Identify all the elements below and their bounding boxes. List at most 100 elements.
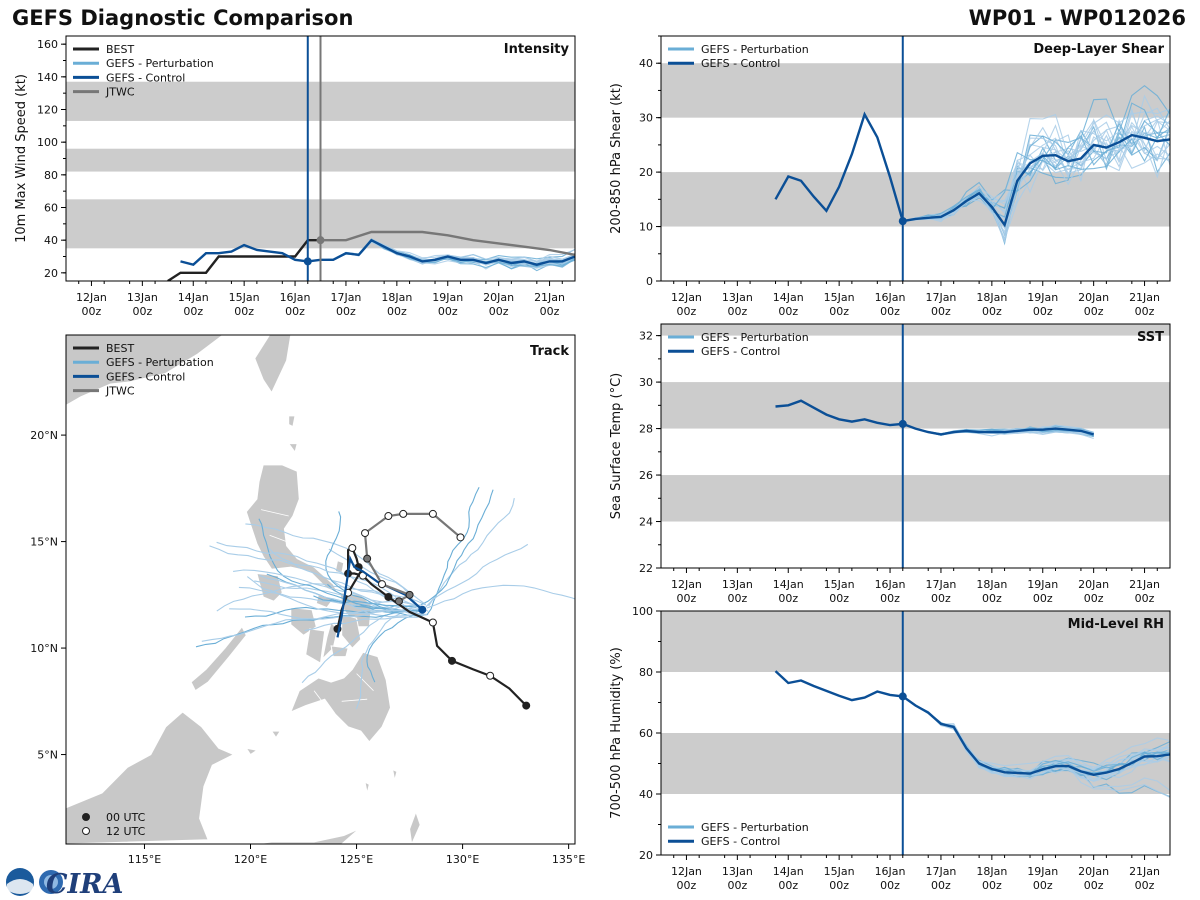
x-tick-date: 18Jan bbox=[976, 291, 1007, 304]
x-tick-hour: 00z bbox=[132, 305, 152, 318]
x-tick-label: 15Jan 00z bbox=[824, 865, 855, 892]
x-tick-hour: 00z bbox=[829, 592, 849, 605]
x-tick-label: 20Jan 00z bbox=[483, 291, 514, 318]
x-tick-label: 15Jan 00z bbox=[229, 291, 260, 318]
y-tick-label: 40 bbox=[639, 57, 653, 70]
province-border bbox=[313, 690, 328, 708]
x-tick-date: 17Jan bbox=[925, 578, 956, 591]
y-tick-label: 20 bbox=[44, 267, 58, 280]
gefs-controlseries-line bbox=[180, 238, 575, 267]
legend-label: BEST bbox=[106, 342, 134, 355]
x-tick-hour: 00z bbox=[727, 305, 747, 318]
lat-tick-label: 5°N bbox=[37, 749, 58, 762]
x-tick-label: 13Jan 00z bbox=[722, 578, 753, 605]
landmass-luzon bbox=[245, 464, 339, 594]
x-tick-hour: 00z bbox=[183, 305, 203, 318]
x-tick-date: 16Jan bbox=[875, 865, 906, 878]
x-tick-label: 14Jan 00z bbox=[773, 865, 804, 892]
gefs-controlseries-line bbox=[774, 670, 1170, 777]
jtwc-init-marker bbox=[316, 236, 325, 245]
track-position-marker bbox=[447, 656, 456, 665]
x-tick-label: 17Jan 00z bbox=[925, 865, 956, 892]
x-tick-label: 19Jan 00z bbox=[1027, 578, 1058, 605]
landmass-samar bbox=[338, 592, 372, 628]
jtwctrack-line bbox=[363, 512, 462, 603]
x-tick-label: 13Jan 00z bbox=[127, 291, 158, 318]
jtwcseries-line bbox=[320, 230, 575, 257]
control-init-marker bbox=[898, 692, 907, 701]
x-tick-date: 15Jan bbox=[229, 291, 260, 304]
x-tick-date: 16Jan bbox=[875, 291, 906, 304]
x-tick-hour: 00z bbox=[1135, 305, 1155, 318]
marker-legend-label: 00 UTC bbox=[106, 811, 146, 824]
lon-tick-label: 135°E bbox=[552, 853, 585, 866]
x-tick-label: 13Jan 00z bbox=[722, 291, 753, 318]
x-tick-label: 20Jan 00z bbox=[1078, 865, 1109, 892]
ensemble-track-line bbox=[209, 545, 417, 613]
x-tick-date: 14Jan bbox=[178, 291, 209, 304]
legend-label: GEFS - Perturbation bbox=[701, 821, 809, 834]
y-tick-label: 160 bbox=[37, 38, 58, 51]
x-tick-hour: 00z bbox=[829, 879, 849, 892]
y-tick-label: 100 bbox=[632, 605, 653, 618]
track-position-marker bbox=[394, 597, 403, 606]
province-border bbox=[261, 509, 289, 517]
gefs-controlseries-line bbox=[774, 111, 1170, 228]
x-tick-label: 17Jan 00z bbox=[925, 291, 956, 318]
x-tick-label: 21Jan 00z bbox=[1129, 865, 1160, 892]
ensemble-track-line bbox=[233, 569, 424, 609]
lat-tick-label: 20°N bbox=[30, 429, 58, 442]
x-tick-label: 17Jan 00z bbox=[330, 291, 361, 318]
x-tick-date: 18Jan bbox=[976, 578, 1007, 591]
x-tick-label: 20Jan 00z bbox=[1078, 291, 1109, 318]
control-init-marker bbox=[898, 419, 907, 428]
y-tick-label: 140 bbox=[37, 71, 58, 84]
x-tick-hour: 00z bbox=[1084, 305, 1104, 318]
gefs-controltrack-line bbox=[336, 554, 424, 638]
x-tick-label: 19Jan 00z bbox=[432, 291, 463, 318]
x-tick-label: 19Jan 00z bbox=[1027, 865, 1058, 892]
x-tick-date: 20Jan bbox=[1078, 578, 1109, 591]
legend-label: GEFS - Control bbox=[106, 71, 185, 84]
x-tick-hour: 00z bbox=[1033, 592, 1053, 605]
x-tick-hour: 00z bbox=[880, 879, 900, 892]
ensemble-track-line bbox=[254, 580, 420, 615]
x-tick-label: 15Jan 00z bbox=[824, 578, 855, 605]
panel-title: Deep-Layer Shear bbox=[1033, 42, 1164, 57]
x-tick-date: 12Jan bbox=[671, 291, 702, 304]
y-axis-label: 10m Max Wind Speed (kt) bbox=[14, 74, 29, 243]
lon-tick-label: 130°E bbox=[446, 853, 479, 866]
x-tick-label: 12Jan 00z bbox=[76, 291, 107, 318]
x-tick-label: 16Jan 00z bbox=[875, 865, 906, 892]
filled-marker-icon bbox=[82, 813, 90, 821]
x-tick-label: 17Jan 00z bbox=[925, 578, 956, 605]
landmass-sulawesi bbox=[256, 828, 360, 844]
x-tick-label: 12Jan 00z bbox=[671, 291, 702, 318]
landmass-palawan bbox=[190, 625, 247, 692]
y-tick-label: 20 bbox=[639, 849, 653, 862]
x-tick-date: 14Jan bbox=[773, 291, 804, 304]
y-tick-label: 60 bbox=[639, 727, 653, 740]
x-tick-hour: 00z bbox=[677, 305, 697, 318]
ensemble-track-line bbox=[425, 497, 515, 608]
track-position-marker bbox=[384, 512, 393, 521]
landmass-china bbox=[66, 335, 224, 406]
landmass-borneo bbox=[66, 711, 235, 844]
x-tick-label: 18Jan 00z bbox=[976, 291, 1007, 318]
x-tick-label: 14Jan 00z bbox=[178, 291, 209, 318]
landmass-mindanao bbox=[289, 651, 392, 743]
x-tick-date: 21Jan bbox=[1129, 578, 1160, 591]
x-tick-hour: 00z bbox=[778, 305, 798, 318]
track-position-marker bbox=[456, 533, 465, 542]
track-position-marker bbox=[363, 554, 372, 563]
x-tick-date: 13Jan bbox=[722, 291, 753, 304]
y-tick-label: 22 bbox=[639, 562, 653, 575]
x-tick-date: 12Jan bbox=[671, 578, 702, 591]
legend-label: GEFS - Perturbation bbox=[106, 57, 214, 70]
lon-tick-label: 125°E bbox=[340, 853, 373, 866]
